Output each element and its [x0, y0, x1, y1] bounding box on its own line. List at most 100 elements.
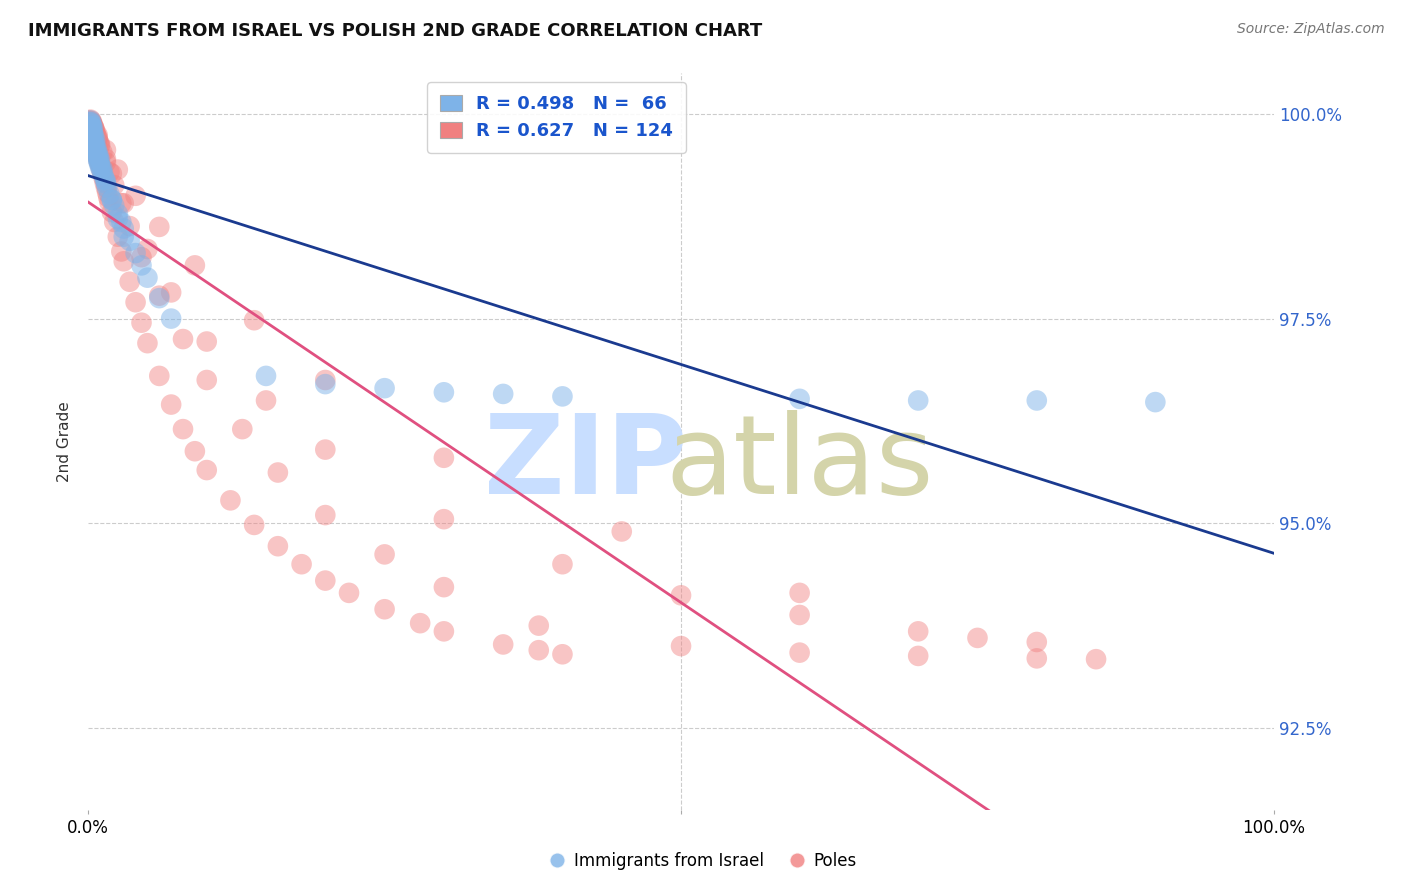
Point: [93, 170, 115, 185]
Point: [409, 616, 432, 631]
Point: [195, 373, 218, 387]
Point: [107, 207, 129, 221]
Point: [86, 148, 108, 162]
Point: [98, 187, 121, 202]
Point: [433, 450, 456, 465]
Point: [86, 144, 108, 158]
Point: [87, 156, 110, 170]
Point: [84, 144, 107, 158]
Point: [101, 167, 124, 181]
Point: [80, 121, 103, 136]
Point: [82, 128, 104, 142]
Point: [89, 158, 111, 172]
Point: [136, 270, 159, 285]
Point: [103, 178, 125, 193]
Point: [160, 311, 183, 326]
Point: [124, 295, 146, 310]
Point: [94, 172, 117, 186]
Point: [82, 119, 104, 133]
Point: [267, 466, 290, 480]
Point: [669, 588, 692, 602]
Point: [101, 205, 124, 219]
Point: [86, 152, 108, 166]
Point: [110, 244, 132, 259]
Point: [907, 624, 929, 639]
Point: [136, 336, 159, 351]
Point: [789, 586, 811, 600]
Point: [80, 123, 103, 137]
Point: [91, 166, 114, 180]
Text: atlas: atlas: [665, 410, 934, 517]
Point: [148, 219, 170, 234]
Point: [254, 368, 277, 383]
Point: [112, 196, 135, 211]
Point: [80, 128, 103, 142]
Point: [433, 624, 456, 639]
Point: [86, 128, 108, 143]
Legend: R = 0.498   N =  66, R = 0.627   N = 124: R = 0.498 N = 66, R = 0.627 N = 124: [427, 82, 686, 153]
Point: [83, 120, 105, 135]
Point: [79, 115, 101, 129]
Legend: Immigrants from Israel, Poles: Immigrants from Israel, Poles: [543, 846, 863, 877]
Text: Source: ZipAtlas.com: Source: ZipAtlas.com: [1237, 22, 1385, 37]
Point: [112, 229, 135, 244]
Point: [84, 124, 107, 138]
Point: [94, 180, 117, 194]
Point: [89, 160, 111, 174]
Point: [83, 129, 105, 144]
Point: [103, 215, 125, 229]
Point: [82, 118, 104, 132]
Point: [118, 234, 141, 248]
Point: [96, 186, 118, 200]
Point: [86, 132, 108, 146]
Point: [80, 114, 103, 128]
Point: [433, 512, 456, 526]
Point: [492, 387, 515, 401]
Point: [314, 508, 336, 522]
Point: [789, 392, 811, 406]
Point: [243, 313, 266, 327]
Point: [80, 116, 103, 130]
Y-axis label: 2nd Grade: 2nd Grade: [58, 401, 72, 482]
Point: [79, 115, 101, 129]
Point: [101, 193, 124, 207]
Point: [314, 442, 336, 457]
Point: [98, 195, 121, 210]
Point: [112, 221, 135, 235]
Point: [83, 133, 105, 147]
Point: [86, 130, 108, 145]
Point: [83, 131, 105, 145]
Point: [1025, 651, 1047, 665]
Point: [79, 119, 101, 133]
Point: [94, 155, 117, 169]
Point: [86, 146, 108, 161]
Point: [110, 215, 132, 229]
Point: [83, 138, 105, 153]
Point: [492, 637, 515, 651]
Point: [314, 373, 336, 387]
Point: [314, 377, 336, 392]
Point: [97, 190, 120, 204]
Point: [551, 647, 574, 661]
Point: [90, 162, 112, 177]
Point: [89, 139, 111, 153]
Point: [172, 422, 194, 436]
Point: [610, 524, 633, 539]
Point: [131, 259, 153, 273]
Point: [195, 463, 218, 477]
Point: [84, 141, 107, 155]
Point: [254, 393, 277, 408]
Point: [83, 136, 105, 150]
Point: [243, 517, 266, 532]
Point: [96, 180, 118, 194]
Point: [86, 149, 108, 163]
Point: [80, 117, 103, 131]
Point: [118, 219, 141, 233]
Point: [86, 149, 108, 163]
Point: [124, 246, 146, 260]
Point: [79, 113, 101, 128]
Point: [89, 153, 111, 168]
Point: [160, 285, 183, 300]
Point: [90, 160, 112, 174]
Point: [98, 165, 121, 179]
